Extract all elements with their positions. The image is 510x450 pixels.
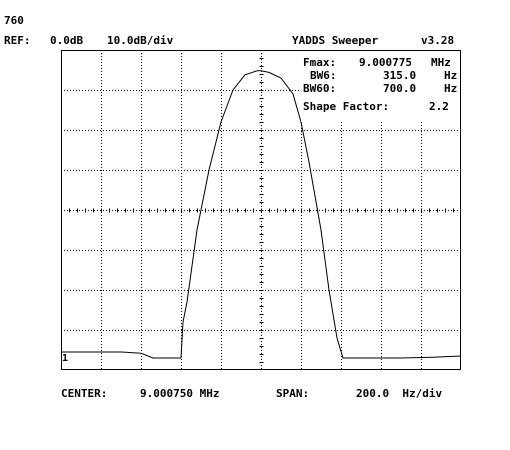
vertical-scale-value: 10.0dB/div (107, 34, 174, 47)
bw60-label: BW60: (303, 82, 337, 95)
bw60-unit: Hz (444, 82, 458, 95)
ref-level-value: 0.0dB (50, 34, 84, 47)
app-version: v3.28 (421, 34, 455, 47)
fmax-value: 9.000775 (359, 56, 412, 69)
trace-id: 760 (4, 14, 24, 27)
shape-factor-value: 2.2 (429, 100, 449, 113)
center-label: CENTER: (61, 387, 108, 400)
measurement-readout: Fmax: 9.000775 MHz BW6: 315.0 Hz BW60: 7… (301, 52, 459, 122)
app-title: YADDS Sweeper (292, 34, 379, 47)
bw6-label: BW6: (310, 69, 337, 82)
span-value: 200.0 Hz/div (356, 387, 443, 400)
sweep-display: Fmax: 9.000775 MHz BW6: 315.0 Hz BW60: 7… (61, 50, 462, 371)
fmax-unit: MHz (431, 56, 451, 69)
trace-marker-label: 1 (62, 353, 69, 364)
ref-label: REF: (4, 34, 31, 47)
center-frequency-value: 9.000750 MHz (140, 387, 220, 400)
bw6-unit: Hz (444, 69, 458, 82)
bw6-value: 315.0 (383, 69, 417, 82)
bw60-value: 700.0 (383, 82, 417, 95)
shape-factor-label: Shape Factor: (303, 100, 390, 113)
span-label: SPAN: (276, 387, 310, 400)
fmax-label: Fmax: (303, 56, 337, 69)
response-trace (61, 70, 462, 359)
